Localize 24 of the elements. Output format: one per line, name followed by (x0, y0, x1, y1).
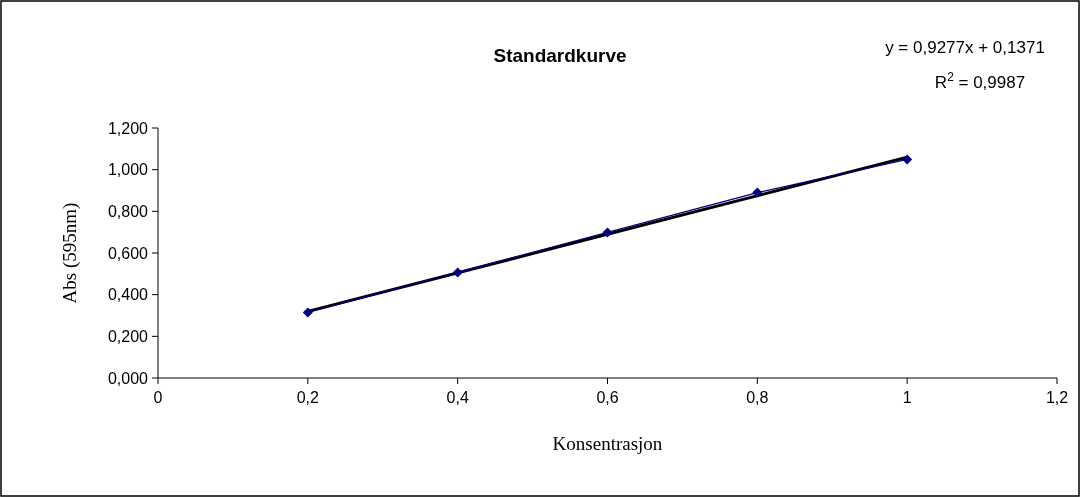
point (602, 227, 613, 238)
x-axis-title: Konsentrasjon (552, 433, 663, 454)
x-tick-label: 0,2 (296, 389, 320, 406)
x-tick-label: 0,6 (596, 389, 619, 406)
y-axis-title: Abs (595nm) (59, 202, 81, 304)
y-tick-label: 0,400 (107, 286, 149, 304)
point (752, 187, 763, 198)
x-tick-label: 1 (902, 389, 912, 406)
x-tick-label: 1,2 (1045, 389, 1069, 406)
text: R$^{2}$ = 0,9987 (934, 70, 1026, 92)
point (452, 267, 463, 278)
y-tick-label: 1,200 (107, 119, 149, 137)
y-tick-label: 0,800 (107, 202, 149, 220)
x-tick-label: 0,8 (746, 389, 769, 406)
x-tick-label: 0,4 (446, 389, 469, 406)
point (302, 307, 313, 318)
y-tick-label: 0,600 (107, 244, 149, 262)
y-tick-label: 1,000 (107, 161, 149, 179)
x-tick-label: 0 (153, 389, 163, 406)
y-tick-label: 0,000 (107, 369, 149, 387)
y-tick-label: 0,200 (107, 327, 149, 345)
chart-title: Standardkurve (493, 45, 627, 66)
point (902, 154, 913, 165)
text: y = 0,9277x + 0,1371 (885, 38, 1045, 57)
